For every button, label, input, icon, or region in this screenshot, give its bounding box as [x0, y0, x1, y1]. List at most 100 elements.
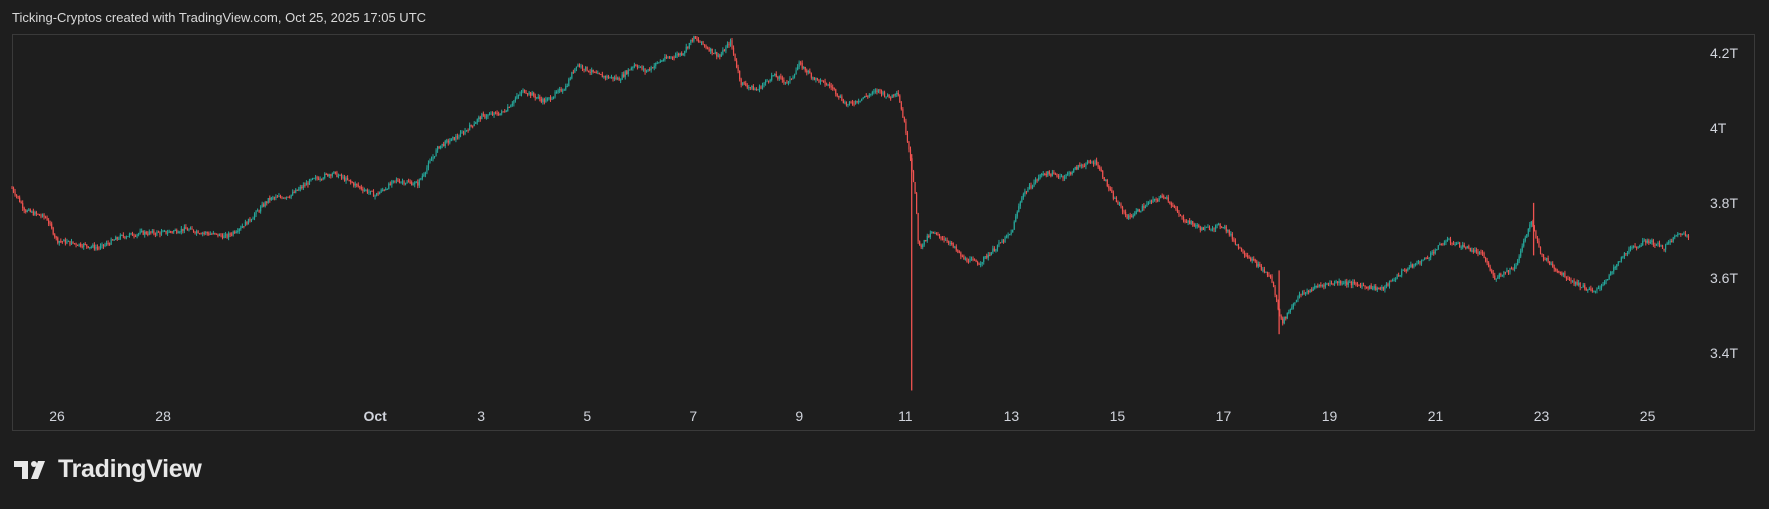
candle-body — [267, 197, 269, 203]
candle-body — [940, 236, 942, 239]
candle-body — [1149, 201, 1151, 203]
candle-body — [1384, 285, 1386, 290]
candle-body — [1277, 299, 1279, 310]
candle-body — [1056, 174, 1058, 176]
candle-body — [722, 50, 724, 55]
candle-body — [944, 239, 947, 241]
candle-body — [177, 232, 179, 234]
candle-body — [404, 183, 407, 185]
candle-body — [363, 190, 365, 192]
x-tick-label: 25 — [1640, 408, 1656, 424]
candle-body — [815, 78, 817, 80]
candle-body — [714, 52, 716, 54]
candle-body — [417, 182, 419, 186]
candle-body — [1242, 251, 1244, 254]
candle-body — [551, 98, 553, 100]
candle-body — [1683, 233, 1685, 235]
candle-body — [29, 209, 31, 212]
candle-body — [1266, 271, 1269, 276]
candle-body — [920, 245, 922, 248]
candle-body — [1103, 177, 1105, 181]
candle-body — [740, 79, 742, 85]
candle-body — [159, 232, 161, 235]
candle-body — [496, 112, 498, 115]
candle-body — [99, 246, 102, 249]
candle-body — [365, 189, 367, 191]
candle-body — [67, 240, 70, 242]
candle-body — [612, 76, 614, 80]
candle-body — [1314, 286, 1316, 289]
candle-body — [379, 192, 381, 195]
chart-caption: Ticking-Cryptos created with TradingView… — [12, 10, 427, 25]
candle-body — [383, 189, 385, 191]
candle-body — [1608, 275, 1610, 279]
candle-body — [372, 191, 375, 197]
candle-body — [1550, 263, 1552, 265]
candle-body — [906, 133, 909, 142]
candle-body — [1114, 197, 1116, 199]
candle-body — [1596, 288, 1598, 291]
candle-body — [1091, 162, 1093, 164]
candle-body — [1309, 289, 1311, 293]
candle-body — [1562, 272, 1564, 275]
candle-body — [107, 242, 109, 244]
candle-body — [1222, 226, 1224, 228]
candle-body — [168, 231, 170, 233]
candle-body — [882, 92, 884, 95]
candle-body — [893, 94, 895, 96]
candle-body — [977, 262, 979, 265]
candle-body — [467, 130, 469, 132]
candle-body — [1227, 230, 1229, 232]
candle-body — [674, 55, 677, 58]
candle-body — [1124, 211, 1127, 215]
candle-body — [1515, 265, 1517, 267]
candle-body — [188, 229, 190, 231]
candle-body — [133, 235, 135, 237]
candle-body — [488, 114, 491, 116]
candle-body — [793, 74, 796, 77]
candle-body — [1526, 234, 1528, 238]
candle-body — [60, 241, 62, 243]
candle-body — [1411, 264, 1413, 268]
candle-body — [144, 231, 146, 235]
candle-body — [83, 244, 85, 248]
candle-body — [896, 92, 898, 94]
candle-body — [273, 197, 275, 199]
candle-body — [1680, 233, 1682, 235]
candle-body — [1660, 245, 1662, 247]
candle-body — [1616, 264, 1618, 268]
candle-body — [696, 38, 698, 40]
candle-body — [73, 243, 76, 245]
candle-body — [1051, 172, 1053, 177]
candle-body — [1620, 257, 1622, 262]
candle-body — [1436, 249, 1438, 251]
candle-body — [717, 55, 719, 57]
candle-body — [1674, 236, 1676, 238]
candle-body — [694, 36, 697, 39]
candle-body — [391, 181, 393, 185]
candle-body — [186, 229, 189, 231]
candle-body — [1276, 294, 1278, 300]
candle-body — [1399, 275, 1401, 277]
candle-body — [105, 242, 108, 245]
candle-body — [536, 97, 538, 99]
candle-body — [1253, 258, 1255, 260]
candle-body — [414, 182, 416, 185]
candle-body — [1030, 185, 1032, 188]
tradingview-brand[interactable]: TradingView — [14, 455, 202, 484]
candle-body — [1283, 316, 1285, 324]
candle-body — [1138, 209, 1140, 212]
candle-body — [270, 197, 272, 200]
candle-body — [191, 228, 193, 230]
candle-body — [1186, 221, 1188, 223]
candle-body — [1179, 214, 1182, 217]
candle-body — [1654, 245, 1656, 247]
candle-body — [784, 82, 787, 84]
candle-body — [548, 97, 550, 99]
chart-panel[interactable] — [12, 34, 1755, 431]
candle-body — [440, 145, 442, 149]
candle-body — [1121, 206, 1124, 212]
candle-body — [220, 234, 222, 236]
candle-body — [902, 109, 904, 118]
